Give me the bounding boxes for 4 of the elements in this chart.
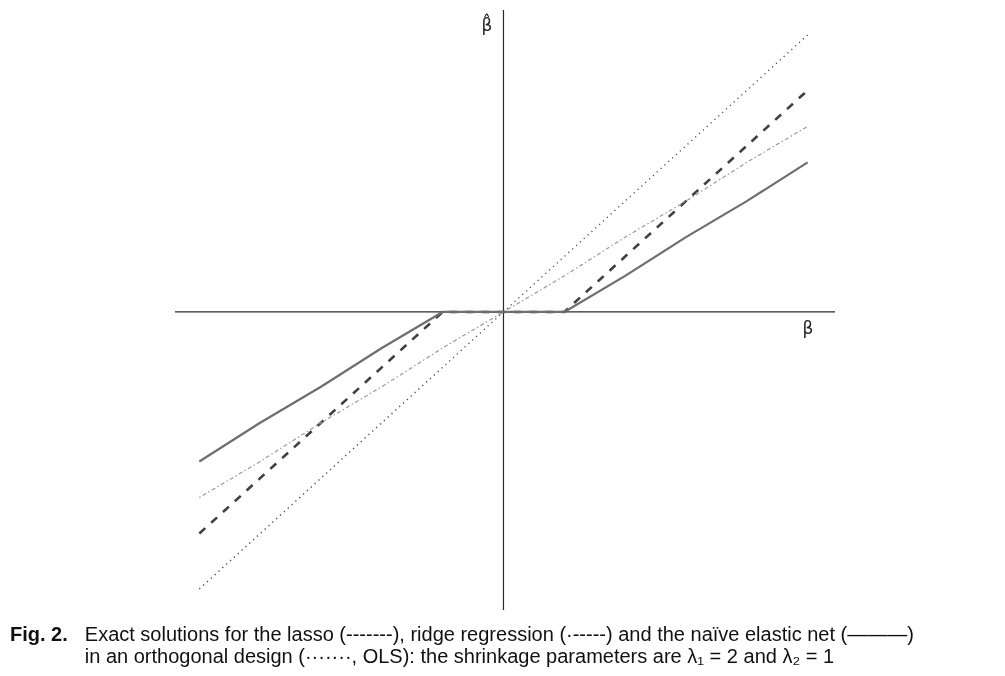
caption: Fig. 2. (10, 623, 68, 645)
y-axis-title: β̂ (480, 13, 494, 37)
text: Exact solutions for the lasso (-------), ridge regression (·-----) and the naïve elastic net (———) in an orthogonal design (·······, OLS): the shrinkage parameters are λ₁ = 2 and λ₂ = 1 (84, 623, 915, 667)
x-axis-title: β (801, 317, 815, 339)
